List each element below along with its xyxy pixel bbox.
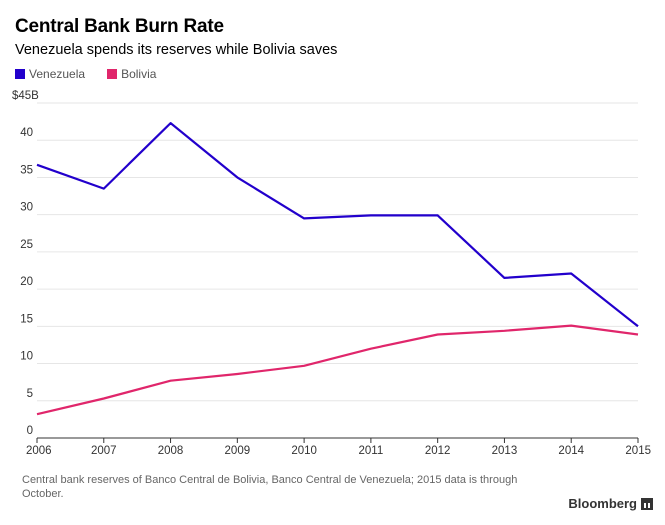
chart-title: Central Bank Burn Rate bbox=[15, 16, 224, 37]
bloomberg-logo-icon bbox=[641, 497, 653, 510]
legend-label-venezuela: Venezuela bbox=[29, 67, 86, 81]
x-tick-label: 2009 bbox=[225, 445, 251, 457]
y-tick-label: 30 bbox=[20, 202, 33, 214]
brand-name: Bloomberg bbox=[568, 496, 637, 511]
legend: Venezuela Bolivia bbox=[15, 67, 156, 81]
x-tick-label: 2011 bbox=[359, 445, 384, 457]
y-tick-label: 5 bbox=[27, 388, 33, 400]
x-tick-label: 2013 bbox=[492, 445, 518, 457]
x-tick-label: 2014 bbox=[558, 445, 584, 457]
y-tick-label: $45B bbox=[12, 90, 39, 102]
source-note: Central bank reserves of Banco Central d… bbox=[22, 474, 518, 500]
x-tick-label: 2008 bbox=[158, 445, 184, 457]
y-tick-label: 0 bbox=[27, 425, 33, 437]
y-tick-label: 20 bbox=[20, 276, 33, 288]
legend-swatch-venezuela bbox=[15, 69, 25, 79]
x-tick-label: 2007 bbox=[91, 445, 117, 457]
x-tick-label: 2012 bbox=[425, 445, 451, 457]
y-tick-label: 15 bbox=[20, 313, 33, 325]
x-tick-label: 2015 bbox=[625, 445, 651, 457]
series-line-venezuela bbox=[36, 121, 639, 328]
chart-subtitle: Venezuela spends its reserves while Boli… bbox=[15, 42, 338, 58]
x-tick-label: 2006 bbox=[26, 445, 52, 457]
legend-label-bolivia: Bolivia bbox=[121, 67, 157, 81]
y-tick-label: 35 bbox=[20, 164, 33, 176]
brand-logo: Bloomberg bbox=[568, 496, 653, 511]
series-line-bolivia bbox=[36, 324, 639, 416]
legend-item-bolivia: Bolivia bbox=[107, 67, 156, 81]
legend-swatch-bolivia bbox=[107, 69, 118, 79]
x-tick-label: 2010 bbox=[291, 445, 317, 457]
y-tick-label: 25 bbox=[20, 239, 33, 251]
y-tick-label: 40 bbox=[20, 127, 33, 139]
y-tick-label: 10 bbox=[20, 351, 33, 363]
line-chart: 0 5 10 15 20 25 30 35 40 $45B 2006 2007 2008 2009 2010… bbox=[12, 90, 651, 457]
legend-item-venezuela: Venezuela bbox=[15, 67, 85, 81]
